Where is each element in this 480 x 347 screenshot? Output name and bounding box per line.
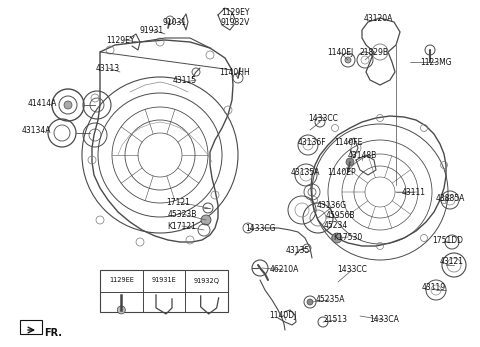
Text: 43148B: 43148B: [348, 151, 377, 160]
Text: 45323B: 45323B: [168, 210, 197, 219]
Text: 45956B: 45956B: [325, 211, 355, 220]
Text: 1140FE: 1140FE: [334, 137, 362, 146]
Text: 21829B: 21829B: [360, 48, 388, 57]
Text: K17530: K17530: [334, 232, 362, 242]
Text: 91031: 91031: [163, 17, 187, 26]
Text: 1129EY: 1129EY: [221, 8, 249, 17]
Text: 43120A: 43120A: [363, 14, 393, 23]
Bar: [20, 320, 42, 334]
Text: 43135A: 43135A: [290, 168, 320, 177]
Text: 1433CC: 1433CC: [337, 265, 367, 274]
Circle shape: [346, 158, 354, 166]
Text: 1433CG: 1433CG: [245, 223, 275, 232]
Text: 45234: 45234: [324, 220, 348, 229]
Text: 1140EJ: 1140EJ: [327, 48, 353, 57]
Text: 43121: 43121: [440, 257, 464, 266]
Text: 1123MG: 1123MG: [420, 58, 452, 67]
Text: 43113: 43113: [96, 64, 120, 73]
Circle shape: [345, 57, 351, 63]
Text: 91932V: 91932V: [220, 17, 250, 26]
Text: 43111: 43111: [402, 187, 426, 196]
Text: K17121: K17121: [168, 221, 196, 230]
Text: 1433CC: 1433CC: [308, 113, 338, 122]
Text: 91931: 91931: [140, 25, 164, 34]
Circle shape: [64, 101, 72, 109]
Text: 91932Q: 91932Q: [193, 278, 220, 283]
Text: 43134A: 43134A: [21, 126, 51, 135]
Text: 91931E: 91931E: [152, 278, 176, 283]
Text: 1751DD: 1751DD: [432, 236, 464, 245]
Circle shape: [307, 299, 313, 305]
Text: 1129EY: 1129EY: [106, 35, 134, 44]
Text: 46210A: 46210A: [269, 265, 299, 274]
Bar: [100, 270, 228, 312]
Circle shape: [201, 215, 211, 225]
Circle shape: [117, 306, 125, 314]
Text: 45235A: 45235A: [315, 296, 345, 305]
Text: 1140HH: 1140HH: [220, 68, 251, 76]
Text: 43136G: 43136G: [317, 201, 347, 210]
Text: 1433CA: 1433CA: [369, 315, 399, 324]
Text: 43119: 43119: [422, 283, 446, 293]
Text: 1129EE: 1129EE: [109, 278, 134, 283]
Text: 1140DJ: 1140DJ: [269, 311, 297, 320]
Text: 1140EP: 1140EP: [328, 168, 356, 177]
Text: 43115: 43115: [173, 76, 197, 85]
Text: FR.: FR.: [44, 328, 62, 338]
Circle shape: [332, 233, 342, 243]
Text: 43885A: 43885A: [435, 194, 465, 203]
Text: 21513: 21513: [324, 315, 348, 324]
Text: 41414A: 41414A: [27, 99, 57, 108]
Text: 43135: 43135: [286, 245, 310, 254]
Text: 43136F: 43136F: [298, 137, 326, 146]
Text: 17121: 17121: [166, 197, 190, 206]
